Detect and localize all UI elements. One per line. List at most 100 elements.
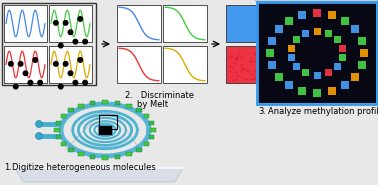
Point [249, 72, 255, 75]
Point [232, 71, 238, 74]
Circle shape [19, 62, 23, 66]
Bar [257, 2, 377, 104]
Point [251, 77, 257, 80]
Point [268, 56, 274, 59]
Bar [226, 5, 274, 42]
Bar [49, 5, 92, 42]
Circle shape [78, 17, 82, 21]
Bar [150, 128, 156, 132]
Bar [149, 135, 154, 139]
Text: 3.: 3. [258, 107, 266, 116]
Point [242, 68, 248, 70]
Point [229, 55, 235, 58]
Point [251, 52, 257, 55]
Bar [61, 114, 66, 118]
Circle shape [14, 84, 18, 89]
Bar [285, 17, 293, 25]
Bar [325, 69, 332, 76]
Point [259, 75, 265, 78]
Bar [144, 142, 149, 146]
Bar [334, 36, 341, 43]
Point [233, 58, 239, 60]
Point [238, 69, 244, 72]
Bar [360, 49, 368, 57]
Bar [68, 108, 74, 112]
Bar [78, 152, 84, 156]
Bar [293, 63, 300, 70]
Bar [327, 87, 336, 95]
Point [256, 49, 262, 52]
Point [226, 56, 232, 58]
Point [232, 57, 239, 60]
Circle shape [59, 84, 63, 89]
Bar [313, 9, 321, 17]
Point [229, 66, 235, 69]
Bar [302, 30, 309, 37]
Point [234, 57, 240, 60]
Circle shape [54, 21, 58, 25]
Circle shape [9, 62, 13, 66]
Bar [339, 54, 346, 61]
Point [248, 60, 254, 63]
Bar [102, 100, 108, 104]
Bar [313, 89, 321, 97]
Circle shape [68, 71, 73, 75]
Point [252, 53, 258, 56]
Bar [268, 37, 276, 45]
Bar [293, 36, 300, 43]
Bar [54, 128, 60, 132]
Bar [275, 26, 283, 33]
Point [236, 51, 242, 54]
Bar [117, 5, 161, 42]
Bar [4, 46, 47, 83]
Circle shape [83, 39, 87, 44]
Point [239, 63, 245, 66]
Point [239, 63, 245, 66]
Point [231, 60, 237, 63]
Point [248, 56, 254, 59]
Circle shape [73, 39, 77, 44]
Point [241, 78, 247, 80]
Point [260, 69, 266, 72]
Polygon shape [252, 0, 378, 3]
Bar [302, 69, 309, 76]
Point [262, 79, 268, 82]
Bar [115, 155, 120, 159]
Circle shape [36, 132, 42, 139]
Bar [99, 115, 117, 129]
Bar [339, 45, 346, 52]
Point [233, 57, 239, 60]
Bar [351, 73, 359, 80]
Bar [258, 3, 376, 103]
Text: Digitize heterogeneous molecules: Digitize heterogeneous molecules [12, 163, 156, 172]
Circle shape [64, 62, 68, 66]
Circle shape [28, 80, 33, 85]
Point [265, 53, 271, 55]
Circle shape [33, 58, 37, 62]
Bar [341, 17, 349, 25]
Point [228, 56, 234, 59]
Point [233, 77, 239, 80]
Circle shape [73, 80, 77, 85]
Bar [226, 46, 274, 83]
Bar [56, 121, 61, 125]
Bar [117, 46, 161, 83]
Bar [56, 135, 61, 139]
Bar [299, 87, 307, 95]
Circle shape [83, 80, 87, 85]
Point [251, 68, 257, 71]
Bar [136, 148, 142, 152]
Bar [144, 114, 149, 118]
Bar [102, 156, 108, 160]
Point [260, 64, 266, 67]
Bar [163, 5, 207, 42]
Point [267, 71, 273, 74]
Point [234, 54, 240, 57]
Bar [90, 101, 95, 105]
Point [251, 60, 257, 63]
Point [244, 76, 250, 79]
Point [265, 64, 271, 67]
Point [252, 76, 258, 79]
Bar [277, 46, 325, 83]
Point [267, 62, 273, 65]
